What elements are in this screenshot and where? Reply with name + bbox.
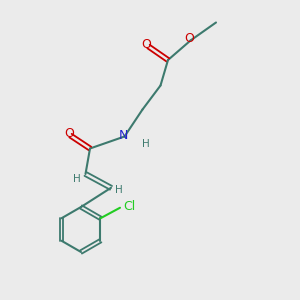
Text: H: H (142, 139, 150, 149)
Text: O: O (184, 32, 194, 46)
Text: O: O (64, 127, 74, 140)
Text: Cl: Cl (123, 200, 135, 213)
Text: N: N (118, 129, 128, 142)
Text: H: H (73, 173, 81, 184)
Text: H: H (115, 185, 122, 195)
Text: O: O (141, 38, 151, 51)
